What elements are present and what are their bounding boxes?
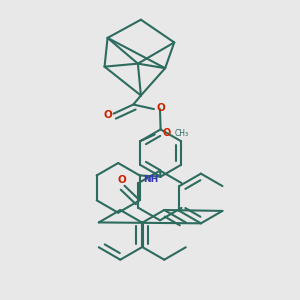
Text: O: O bbox=[156, 103, 165, 113]
Text: O: O bbox=[162, 128, 170, 138]
Text: NH: NH bbox=[143, 175, 158, 184]
Text: CH₃: CH₃ bbox=[174, 129, 188, 138]
Text: O: O bbox=[103, 110, 112, 120]
Text: O: O bbox=[117, 175, 126, 185]
